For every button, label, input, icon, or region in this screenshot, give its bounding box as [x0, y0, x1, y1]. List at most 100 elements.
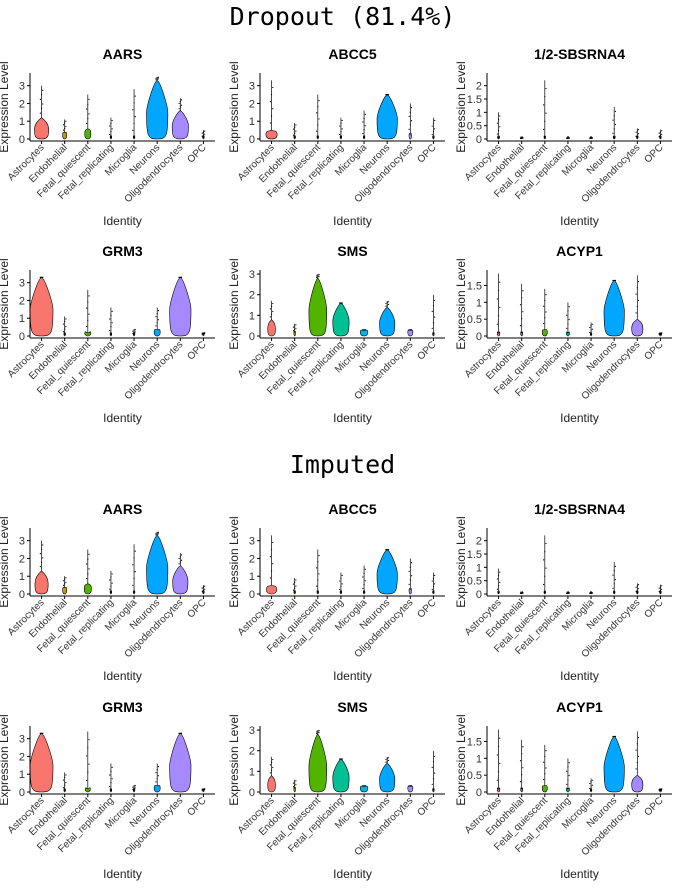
data-point	[87, 771, 89, 773]
x-axis-label: Identity	[560, 669, 599, 683]
data-point	[566, 327, 568, 329]
data-point	[272, 766, 274, 769]
data-point	[386, 760, 388, 762]
data-point	[88, 295, 90, 297]
data-point	[318, 100, 320, 102]
imputed-section-title: Imputed	[289, 450, 396, 479]
data-point	[637, 281, 640, 283]
y-axis-label: Expression Level	[227, 516, 241, 607]
data-point	[568, 137, 570, 139]
data-point	[521, 592, 523, 594]
y-tick-label: 2	[249, 746, 255, 758]
data-point	[432, 122, 435, 124]
x-category-label: OPC	[642, 795, 665, 818]
data-point	[543, 559, 545, 561]
data-point	[295, 585, 297, 587]
data-point	[110, 770, 112, 772]
data-point	[590, 325, 592, 327]
violin-Endothelial	[293, 787, 296, 793]
data-point	[88, 568, 90, 570]
data-point	[317, 274, 319, 276]
y-tick-label: 1	[249, 310, 255, 322]
data-point	[431, 133, 433, 136]
y-tick-label: 3	[249, 269, 255, 281]
data-point	[659, 589, 662, 591]
violin-Oligodendrocytes	[169, 732, 192, 793]
data-point	[111, 573, 113, 575]
data-point	[566, 783, 568, 785]
data-point	[292, 786, 295, 788]
data-point	[295, 327, 297, 329]
violin-Astrocytes	[34, 570, 49, 595]
data-point	[661, 130, 663, 132]
data-point	[636, 589, 638, 591]
x-axis-label: Identity	[333, 867, 372, 881]
data-point	[110, 585, 112, 587]
data-point	[109, 774, 111, 776]
data-point	[568, 762, 570, 764]
data-point	[636, 287, 638, 289]
data-point	[362, 785, 364, 787]
data-point	[635, 131, 637, 133]
violin-Fetal_replicating	[109, 788, 113, 793]
data-point	[316, 130, 318, 132]
data-point	[157, 766, 159, 768]
data-point	[364, 785, 366, 787]
data-point	[178, 557, 180, 560]
violin-OPC	[432, 590, 435, 595]
data-point	[272, 310, 274, 313]
data-point	[64, 127, 66, 129]
data-point	[589, 326, 591, 329]
data-point	[295, 124, 297, 126]
violin-Fetal_quiescent	[308, 733, 328, 793]
data-point	[497, 129, 500, 132]
data-point	[40, 561, 43, 563]
data-point	[86, 122, 88, 125]
data-point	[316, 567, 318, 569]
violin-Fetal_quiescent	[543, 590, 546, 595]
data-point	[180, 276, 183, 278]
data-point	[519, 760, 522, 762]
data-point	[543, 128, 545, 131]
violin-Fetal_quiescent	[541, 328, 548, 337]
data-point	[409, 124, 411, 126]
data-point	[132, 332, 134, 335]
data-point	[65, 581, 67, 583]
data-point	[201, 135, 203, 137]
y-tick-label: 1	[476, 297, 482, 309]
data-point	[496, 122, 498, 124]
data-point	[341, 758, 343, 760]
x-axis-label: Identity	[333, 411, 372, 425]
data-point	[340, 586, 342, 588]
data-point	[543, 104, 545, 106]
data-point	[544, 551, 546, 553]
violin-Astrocytes	[29, 276, 54, 337]
data-point	[294, 784, 296, 787]
data-point	[522, 767, 524, 769]
data-point	[614, 578, 616, 581]
violin-OPC	[202, 135, 205, 140]
violin-Neurons	[146, 534, 169, 595]
data-point	[635, 590, 637, 592]
x-axis-label: Identity	[103, 867, 142, 881]
data-point	[157, 76, 159, 78]
data-point	[636, 585, 638, 587]
data-point	[316, 112, 318, 114]
data-point	[544, 773, 546, 775]
data-point	[110, 576, 112, 578]
data-point	[155, 532, 157, 534]
data-point	[39, 98, 41, 100]
y-tick-label: 0	[476, 589, 482, 601]
data-point	[386, 93, 388, 96]
data-point	[87, 573, 89, 575]
data-point	[408, 329, 410, 331]
data-point	[339, 302, 341, 304]
data-point	[387, 548, 389, 551]
data-point	[341, 574, 343, 577]
